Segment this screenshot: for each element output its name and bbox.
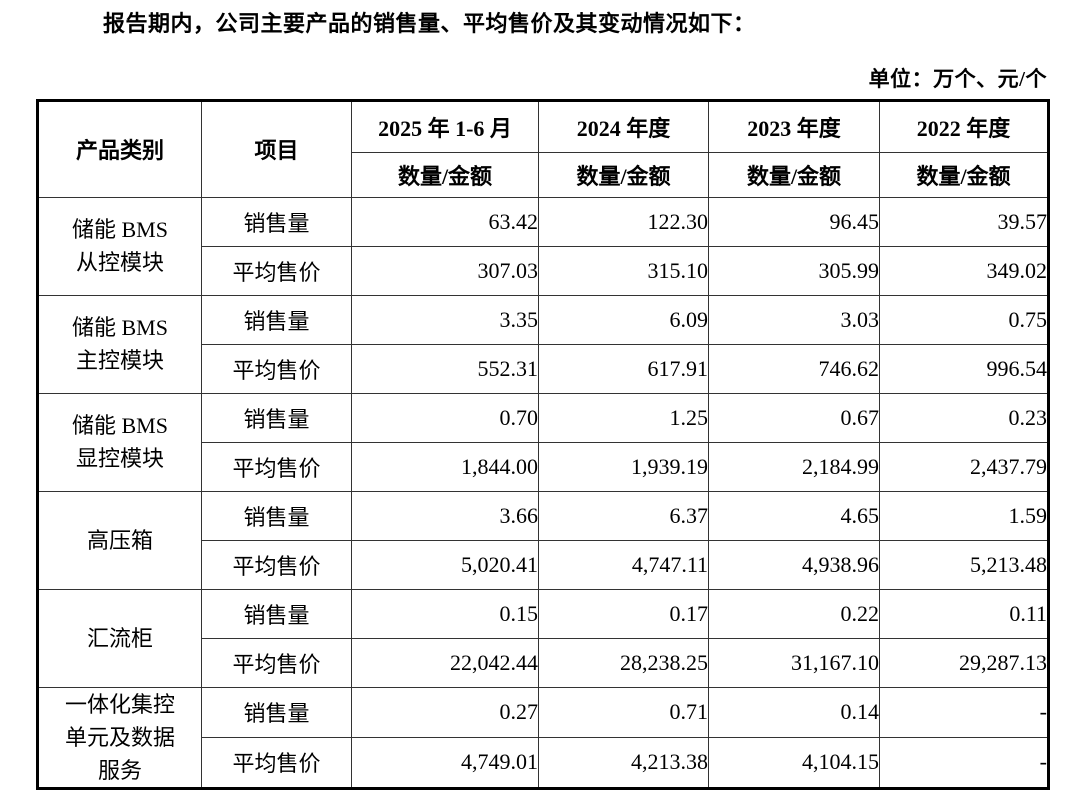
row-label-cell: 销售量: [201, 686, 352, 739]
value-cell: 3.35: [351, 294, 539, 345]
value-cell: 63.42: [351, 196, 539, 247]
value-cell: 0.17: [538, 588, 709, 639]
table-row: 一体化集控 单元及数据 服务 销售量 0.27 0.71 0.14 -: [37, 686, 1049, 789]
table-row: 平均售价 1,844.00 1,939.19 2,184.99 2,437.79: [38, 441, 1049, 492]
value-cell: 4,938.96: [708, 539, 880, 590]
value-cell: 4.65: [708, 490, 880, 541]
table-header: 产品类别 项目 2025 年 1-6 月 2024 年度 2023 年度 202…: [37, 99, 1049, 198]
value-cell: 122.30: [538, 196, 709, 247]
table-body: 储能 BMS 从控模块 销售量 63.42 122.30 96.45 39.57…: [37, 196, 1049, 789]
header-row-periods: 产品类别 项目 2025 年 1-6 月 2024 年度 2023 年度 202…: [37, 99, 1049, 198]
value-cell: -: [879, 737, 1049, 789]
intro-paragraph: 报告期内，公司主要产品的销售量、平均售价及其变动情况如下：: [103, 11, 756, 36]
value-cell: 746.62: [708, 343, 880, 394]
value-cell: -: [879, 686, 1049, 739]
value-cell: 4,747.11: [538, 539, 709, 590]
value-cell: 307.03: [351, 245, 539, 296]
row-label-cell: 销售量: [201, 490, 352, 541]
value-cell: 4,749.01: [351, 737, 539, 789]
value-cell: 2,184.99: [708, 441, 880, 492]
table-row: 平均售价 5,020.41 4,747.11 4,938.96 5,213.48: [38, 539, 1049, 590]
value-cell: 0.71: [538, 686, 709, 739]
table-row: 平均售价 4,749.01 4,213.38 4,104.15 -: [38, 737, 1049, 789]
value-cell: 96.45: [708, 196, 880, 247]
product-name-cell: 储能 BMS 从控模块: [37, 196, 202, 296]
value-cell: 349.02: [879, 245, 1049, 296]
value-cell: 22,042.44: [351, 637, 539, 688]
value-cell: 0.75: [879, 294, 1049, 345]
header-item: 项目: [201, 99, 352, 198]
row-label-cell: 销售量: [201, 588, 352, 639]
value-cell: 29,287.13: [879, 637, 1049, 688]
value-cell: 1,939.19: [538, 441, 709, 492]
value-cell: 4,213.38: [538, 737, 709, 789]
value-cell: 0.22: [708, 588, 880, 639]
products-table: 产品类别 项目 2025 年 1-6 月 2024 年度 2023 年度 202…: [36, 98, 1050, 790]
row-label-cell: 销售量: [201, 294, 352, 345]
row-label-cell: 销售量: [201, 196, 352, 247]
table-row: 储能 BMS 主控模块 销售量 3.35 6.09 3.03 0.75: [37, 294, 1049, 394]
value-cell: 4,104.15: [708, 737, 880, 789]
row-label-cell: 平均售价: [201, 539, 352, 590]
table-row: 储能 BMS 显控模块 销售量 0.70 1.25 0.67 0.23: [37, 392, 1049, 492]
row-label-cell: 平均售价: [201, 343, 352, 394]
header-period-2024: 2024 年度: [538, 99, 709, 153]
header-sublabel-2023: 数量/金额: [708, 151, 880, 198]
value-cell: 3.66: [351, 490, 539, 541]
value-cell: 315.10: [538, 245, 709, 296]
value-cell: 28,238.25: [538, 637, 709, 688]
value-cell: 305.99: [708, 245, 880, 296]
value-cell: 6.09: [538, 294, 709, 345]
row-label-cell: 平均售价: [201, 737, 352, 789]
value-cell: 0.11: [879, 588, 1049, 639]
value-cell: 31,167.10: [708, 637, 880, 688]
value-cell: 5,213.48: [879, 539, 1049, 590]
table-row: 储能 BMS 从控模块 销售量 63.42 122.30 96.45 39.57: [37, 196, 1049, 296]
value-cell: 0.70: [351, 392, 539, 443]
value-cell: 5,020.41: [351, 539, 539, 590]
product-name-cell: 高压箱: [37, 490, 202, 590]
value-cell: 0.14: [708, 686, 880, 739]
value-cell: 1.59: [879, 490, 1049, 541]
value-cell: 6.37: [538, 490, 709, 541]
value-cell: 1,844.00: [351, 441, 539, 492]
table-row: 高压箱 销售量 3.66 6.37 4.65 1.59: [37, 490, 1049, 590]
value-cell: 0.27: [351, 686, 539, 739]
header-sublabel-2025: 数量/金额: [351, 151, 539, 198]
row-label-cell: 销售量: [201, 392, 352, 443]
row-label-cell: 平均售价: [201, 441, 352, 492]
value-cell: 1.25: [538, 392, 709, 443]
product-name-cell: 储能 BMS 主控模块: [37, 294, 202, 394]
header-sublabel-2024: 数量/金额: [538, 151, 709, 198]
value-cell: 2,437.79: [879, 441, 1049, 492]
header-period-2025: 2025 年 1-6 月: [351, 99, 539, 153]
table-row: 平均售价 22,042.44 28,238.25 31,167.10 29,28…: [38, 637, 1049, 688]
value-cell: 617.91: [538, 343, 709, 394]
value-cell: 0.15: [351, 588, 539, 639]
value-cell: 0.67: [708, 392, 880, 443]
table-row: 汇流柜 销售量 0.15 0.17 0.22 0.11: [37, 588, 1049, 688]
row-label-cell: 平均售价: [201, 637, 352, 688]
header-product-category: 产品类别: [37, 99, 202, 198]
product-name-cell: 一体化集控 单元及数据 服务: [37, 686, 202, 789]
value-cell: 0.23: [879, 392, 1049, 443]
row-label-cell: 平均售价: [201, 245, 352, 296]
value-cell: 996.54: [879, 343, 1049, 394]
value-cell: 552.31: [351, 343, 539, 394]
table-row: 平均售价 307.03 315.10 305.99 349.02: [38, 245, 1049, 296]
value-cell: 3.03: [708, 294, 880, 345]
header-period-2023: 2023 年度: [708, 99, 880, 153]
header-sublabel-2022: 数量/金额: [879, 151, 1049, 198]
product-name-cell: 汇流柜: [37, 588, 202, 688]
header-period-2022: 2022 年度: [879, 99, 1049, 153]
product-name-cell: 储能 BMS 显控模块: [37, 392, 202, 492]
value-cell: 39.57: [879, 196, 1049, 247]
unit-note: 单位：万个、元/个: [868, 66, 1047, 91]
table-row: 平均售价 552.31 617.91 746.62 996.54: [38, 343, 1049, 394]
